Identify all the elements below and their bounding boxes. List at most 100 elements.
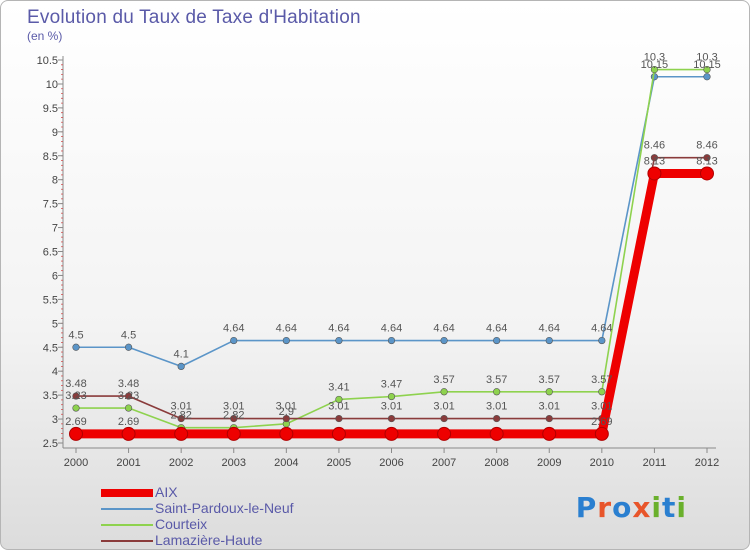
data-point — [650, 65, 659, 74]
data-label: 10.15 — [693, 59, 721, 71]
data-point — [282, 336, 290, 345]
y-tick-label: 6 — [52, 270, 58, 282]
data-point — [387, 392, 396, 401]
y-tick-label: 3.5 — [43, 390, 58, 402]
legend-label: Saint-Pardoux-le-Neuf — [155, 500, 294, 516]
data-label: 10.15 — [641, 59, 669, 71]
legend-item: AIX — [101, 484, 461, 501]
data-point — [331, 426, 346, 441]
x-tick-label: 2009 — [537, 457, 561, 469]
y-tick-label: 5 — [52, 318, 58, 330]
legend-swatch — [101, 524, 153, 526]
proxiti-logo: Proxiti — [576, 491, 687, 524]
data-label: 4.64 — [539, 323, 560, 335]
data-point — [700, 166, 714, 181]
data-point — [226, 426, 241, 441]
legend-label: Lamazière-Haute — [155, 532, 263, 548]
legend-label: AIX — [155, 484, 178, 500]
data-point — [493, 336, 501, 345]
chart-title: Evolution du Taux de Taxe d'Habitation — [27, 7, 361, 28]
data-label: 2.9 — [279, 406, 294, 418]
data-point — [124, 343, 133, 351]
logo-letter: i — [651, 491, 662, 524]
data-point — [177, 362, 185, 371]
data-point — [703, 73, 711, 81]
legend-item: Courteix — [101, 516, 461, 533]
data-point — [282, 414, 290, 423]
data-point — [72, 404, 80, 412]
y-tick-label: 8.5 — [43, 151, 58, 163]
data-label: 8.46 — [696, 140, 717, 152]
x-tick-label: 2010 — [590, 457, 614, 469]
data-point — [279, 426, 294, 441]
data-point — [124, 404, 133, 412]
data-point — [230, 336, 238, 345]
x-tick-label: 2007 — [432, 457, 456, 469]
x-tick-label: 2000 — [64, 457, 88, 469]
y-tick-label: 4.5 — [43, 342, 58, 354]
data-label: 4.5 — [121, 329, 136, 341]
data-label: 10.3 — [644, 52, 665, 64]
data-point — [598, 388, 606, 396]
legend-swatch — [101, 489, 153, 497]
x-tick-label: 2003 — [222, 457, 246, 469]
legend-label: Courteix — [155, 516, 208, 532]
data-point — [545, 414, 553, 423]
x-tick-label: 2011 — [643, 457, 667, 469]
x-tick-label: 2012 — [695, 457, 719, 469]
data-point — [177, 414, 185, 423]
data-point — [440, 336, 448, 345]
data-point — [384, 426, 399, 441]
data-label: 3.01 — [433, 401, 454, 413]
data-point — [230, 414, 238, 423]
data-point — [650, 154, 659, 162]
y-tick-label: 8 — [52, 175, 58, 187]
data-label: 8.13 — [696, 155, 717, 167]
data-label: 8.13 — [644, 155, 665, 167]
data-label: 4.64 — [486, 323, 507, 335]
y-tick-label: 5.5 — [43, 294, 58, 306]
data-point — [437, 426, 452, 441]
data-point — [387, 336, 396, 345]
data-label: 4.64 — [433, 323, 454, 335]
data-label: 3.01 — [381, 401, 402, 413]
legend-swatch — [101, 540, 153, 542]
data-label: 2.82 — [223, 410, 244, 422]
data-point — [703, 65, 711, 74]
y-tick-label: 9.5 — [43, 103, 58, 115]
y-tick-label: 7.5 — [43, 199, 58, 211]
data-point — [545, 336, 553, 345]
y-tick-label: 3 — [52, 414, 58, 426]
data-label: 3.57 — [539, 374, 560, 386]
chart-unit-label: (en %) — [27, 29, 63, 43]
data-label: 4.64 — [381, 323, 402, 335]
data-point — [335, 395, 343, 404]
data-point — [594, 426, 609, 441]
data-label: 3.57 — [433, 374, 454, 386]
data-label: 2.69 — [65, 416, 86, 428]
data-label: 8.46 — [644, 140, 665, 152]
data-point — [489, 426, 504, 441]
x-tick-label: 2004 — [274, 457, 298, 469]
data-point — [69, 426, 83, 441]
data-point — [493, 388, 501, 396]
x-tick-label: 2006 — [379, 457, 403, 469]
data-label: 3.01 — [170, 401, 191, 413]
data-point — [440, 388, 448, 396]
legend-item: Saint-Pardoux-le-Neuf — [101, 500, 461, 517]
legend-swatch — [101, 508, 153, 510]
logo-letter: r — [597, 491, 613, 524]
data-point — [387, 414, 396, 423]
data-label: 3.01 — [539, 401, 560, 413]
logo-letter: i — [676, 491, 687, 524]
legend-item: Lamazière-Haute — [101, 532, 461, 549]
y-tick-label: 2.5 — [43, 438, 58, 450]
logo-letter: t — [662, 491, 677, 524]
data-label: 3.01 — [223, 401, 244, 413]
chart-legend: AIX Saint-Pardoux-le-Neuf Courteix Lamazièr… — [101, 484, 461, 549]
data-point — [335, 414, 343, 423]
data-label: 2.69 — [591, 416, 612, 428]
data-label: 3.01 — [276, 401, 297, 413]
